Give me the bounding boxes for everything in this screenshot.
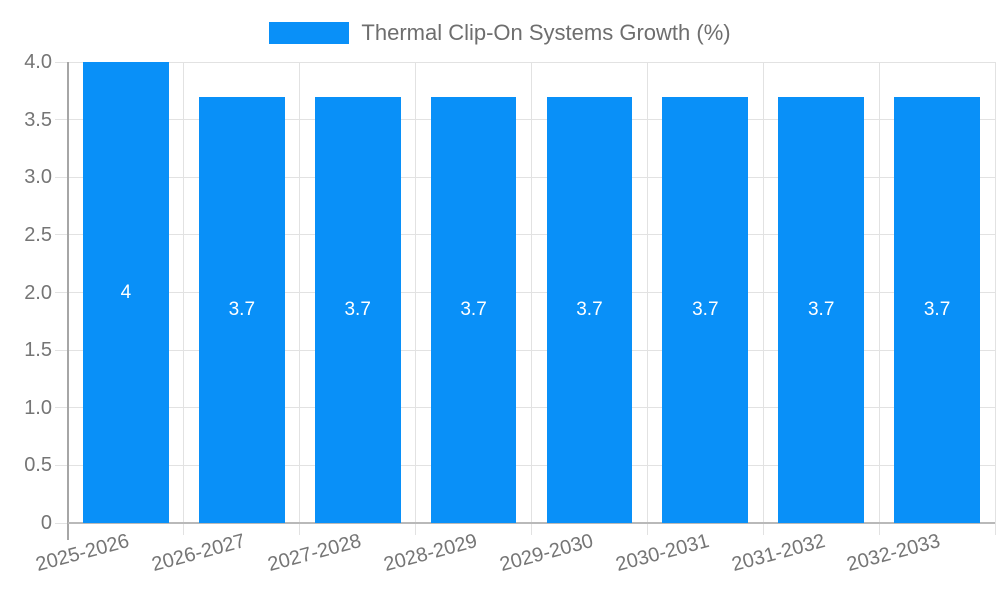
gridline-horizontal <box>55 349 995 351</box>
bar <box>430 96 517 523</box>
x-tick-label: 2029-2030 <box>497 529 596 576</box>
y-tick-mark <box>55 522 68 524</box>
gridline-horizontal <box>55 292 995 293</box>
legend-label: Thermal Clip-On Systems Growth (%) <box>361 20 731 45</box>
x-tick-label: 2030-2031 <box>613 529 712 576</box>
x-tick-label: 2032-2033 <box>844 529 944 576</box>
gridline-horizontal <box>55 234 995 236</box>
bar-value-label: 3.7 <box>228 298 256 320</box>
x-tick-label: 2031-2032 <box>729 529 828 576</box>
plot-area: 4 3.7 3.7 3.7 3.7 3.7 3.7 3.7 <box>55 61 996 540</box>
legend-swatch <box>269 22 350 44</box>
gridline-horizontal <box>55 61 995 63</box>
y-tick-label: 3.0 <box>24 166 52 189</box>
bar-value-label: 3.7 <box>344 298 371 320</box>
x-tick-label: 2025-2026 <box>33 529 132 576</box>
gridline-vertical <box>415 62 417 535</box>
bar-value-label: 3.7 <box>807 298 835 320</box>
x-axis-line <box>68 522 995 524</box>
gridline-horizontal <box>55 464 995 466</box>
y-tick-label: 0.5 <box>24 454 52 477</box>
y-tick-label: 4.0 <box>24 51 52 73</box>
y-tick-label: 2.0 <box>24 281 52 304</box>
bar <box>546 96 633 523</box>
bar <box>198 96 285 523</box>
y-tick-label: 3.5 <box>24 108 52 131</box>
bar-value-label: 3.7 <box>923 298 951 320</box>
bar-value-label: 3.7 <box>576 298 603 320</box>
x-tick-label: 2028-2029 <box>381 529 480 576</box>
gridline-vertical <box>762 62 764 535</box>
gridline-vertical <box>646 62 648 535</box>
y-axis-line <box>67 62 69 540</box>
chart-legend: Thermal Clip-On Systems Growth (%) <box>0 20 1000 46</box>
bar-value-label: 3.7 <box>460 298 487 320</box>
bar <box>894 96 980 523</box>
gridline-horizontal <box>55 119 995 121</box>
bar-value-label: 3.7 <box>692 298 719 320</box>
gridline-vertical <box>994 62 996 535</box>
bar <box>83 62 169 523</box>
gridline-vertical <box>531 62 532 535</box>
gridline-horizontal <box>55 407 995 409</box>
gridline-horizontal <box>55 176 995 178</box>
y-tick-label: 0 <box>40 512 52 534</box>
gridline-vertical <box>183 62 185 535</box>
gridline-vertical <box>878 62 880 535</box>
x-tick-label: 2026-2027 <box>149 529 248 576</box>
x-tick-label: 2027-2028 <box>265 529 364 576</box>
gridline-vertical <box>299 62 301 535</box>
bar <box>778 96 865 523</box>
bar <box>662 96 749 523</box>
y-tick-label: 1.5 <box>24 339 52 362</box>
y-tick-label: 1.0 <box>24 396 52 419</box>
y-tick-label: 2.5 <box>24 223 52 246</box>
bar <box>314 96 401 523</box>
bar-value-label: 4 <box>120 281 132 303</box>
